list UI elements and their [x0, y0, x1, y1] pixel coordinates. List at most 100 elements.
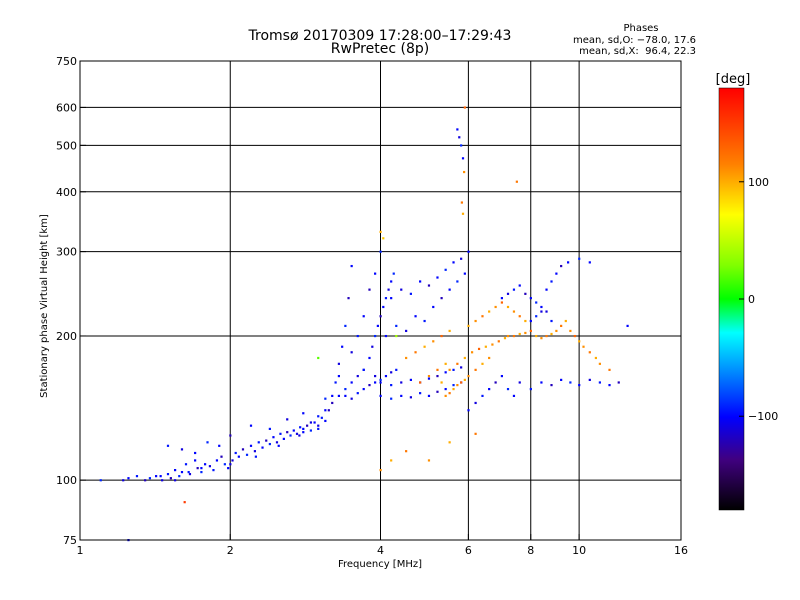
data-point	[474, 368, 477, 371]
x-axis-label: Frequency [MHz]	[338, 559, 422, 570]
data-point	[203, 463, 207, 466]
data-point	[506, 292, 510, 295]
data-point	[173, 479, 177, 482]
data-point	[368, 383, 371, 387]
data-point	[356, 374, 359, 378]
data-point	[494, 305, 497, 309]
data-point	[512, 288, 516, 291]
data-point	[379, 315, 382, 318]
data-point	[448, 368, 451, 371]
data-point	[135, 475, 139, 478]
data-point	[295, 432, 299, 435]
data-point	[374, 272, 377, 275]
data-point	[148, 477, 152, 480]
data-point	[337, 374, 341, 378]
data-point	[444, 362, 447, 365]
data-point	[555, 272, 558, 275]
data-point	[529, 297, 532, 300]
data-point	[506, 387, 510, 391]
data-point	[395, 324, 398, 328]
data-point	[241, 448, 245, 451]
phases-x-line: mean, sd,X: 96.4, 22.3	[579, 46, 696, 57]
data-point	[432, 340, 435, 343]
data-point	[409, 378, 412, 381]
data-point	[362, 315, 365, 318]
data-point	[382, 305, 385, 309]
data-point	[379, 469, 382, 472]
data-point	[317, 415, 320, 418]
data-point	[184, 463, 188, 466]
data-point	[347, 297, 350, 300]
y-tick-label: 200	[56, 330, 77, 343]
data-point	[384, 334, 388, 338]
x-tick-labels: 1 2 4 6 8 10 16	[77, 534, 688, 557]
data-point	[444, 268, 447, 271]
data-point	[626, 324, 629, 328]
data-point	[427, 374, 431, 378]
data-point	[567, 261, 570, 264]
data-point	[206, 441, 209, 444]
data-point	[309, 429, 312, 432]
data-point	[419, 381, 422, 384]
data-point	[448, 288, 451, 291]
data-point	[161, 479, 164, 482]
data-points	[99, 106, 629, 542]
data-point	[550, 332, 553, 336]
data-point	[474, 432, 477, 435]
data-point	[488, 310, 491, 313]
data-point	[448, 441, 451, 444]
data-point	[384, 297, 388, 300]
data-point	[178, 475, 181, 478]
data-point	[183, 501, 186, 504]
data-point	[327, 409, 330, 412]
data-point	[518, 315, 521, 318]
data-point	[384, 374, 388, 378]
data-point	[344, 324, 347, 328]
data-point	[289, 434, 292, 437]
data-point	[187, 470, 190, 474]
colorbar-tick-label: 100	[748, 176, 769, 189]
data-point	[374, 374, 377, 378]
x-tick-label: 10	[572, 544, 586, 557]
data-point	[356, 334, 359, 338]
data-point	[477, 347, 481, 351]
data-point	[368, 288, 371, 291]
data-point	[461, 157, 465, 160]
x-tick-label: 6	[465, 544, 472, 557]
data-point	[608, 383, 611, 387]
data-point	[261, 446, 264, 449]
data-point	[337, 362, 341, 365]
data-point	[452, 387, 455, 391]
data-point	[362, 387, 365, 391]
data-point	[286, 418, 289, 421]
data-point	[463, 356, 466, 360]
data-point	[444, 394, 447, 398]
data-point	[518, 284, 521, 287]
data-point	[488, 387, 491, 391]
data-point	[409, 396, 412, 399]
data-point	[506, 305, 510, 309]
data-point	[550, 383, 553, 387]
colorbar-label: [deg]	[716, 72, 751, 87]
data-point	[390, 371, 393, 374]
data-point	[341, 345, 344, 348]
x-tick-label: 1	[77, 544, 84, 557]
data-point	[460, 144, 463, 147]
data-point	[200, 467, 203, 470]
data-point	[302, 431, 305, 434]
data-point	[564, 319, 567, 323]
data-point	[350, 351, 353, 354]
data-point	[350, 264, 353, 268]
data-point	[500, 297, 504, 300]
data-point	[512, 334, 516, 338]
x-tick-label: 8	[527, 544, 534, 557]
data-point	[512, 310, 516, 313]
data-point	[452, 368, 455, 371]
data-point	[379, 378, 382, 381]
x-tick-label: 2	[227, 544, 234, 557]
data-point	[456, 383, 459, 387]
data-point	[127, 477, 130, 480]
data-point	[298, 434, 301, 437]
data-point	[452, 383, 455, 387]
data-point	[362, 368, 365, 371]
